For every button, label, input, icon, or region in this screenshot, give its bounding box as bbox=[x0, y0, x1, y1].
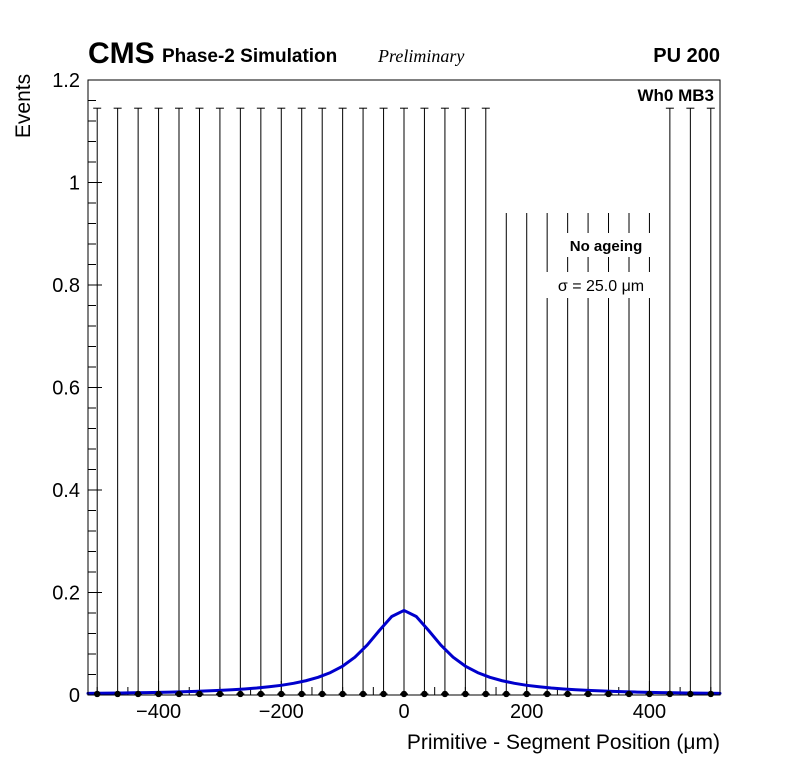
y-tick-label: 0.2 bbox=[52, 583, 80, 605]
data-marker bbox=[503, 690, 510, 698]
annotation-sigma: σ = 25.0 μm bbox=[558, 278, 644, 295]
x-tick-label: −200 bbox=[259, 701, 304, 723]
data-marker bbox=[666, 690, 674, 698]
data-marker bbox=[482, 690, 489, 698]
data-marker bbox=[175, 690, 183, 698]
data-marker bbox=[400, 690, 408, 698]
preliminary-label: Preliminary bbox=[377, 46, 464, 66]
region-label: Wh0 MB3 bbox=[638, 86, 715, 105]
data-marker bbox=[298, 690, 305, 698]
annotation-no-ageing: No ageing bbox=[570, 238, 643, 255]
x-tick-label: −400 bbox=[136, 701, 181, 723]
data-marker bbox=[646, 690, 653, 698]
data-marker bbox=[134, 690, 142, 698]
y-tick-label: 0.4 bbox=[52, 480, 80, 502]
data-marker bbox=[94, 690, 101, 698]
data-marker bbox=[114, 690, 121, 698]
fit-curve-layer bbox=[86, 608, 722, 695]
annotation-bg-1 bbox=[553, 233, 659, 257]
data-marker bbox=[380, 690, 387, 698]
y-axis-title: Events bbox=[12, 74, 35, 138]
y-tick-label: 0.8 bbox=[52, 275, 80, 297]
y-tick-label: 1 bbox=[69, 173, 80, 195]
y-tick-label: 0.6 bbox=[52, 378, 80, 400]
data-marker bbox=[257, 690, 265, 698]
data-marker bbox=[462, 690, 469, 698]
fit-curve-line bbox=[86, 608, 722, 695]
cms-logo-label: CMS bbox=[88, 37, 155, 70]
plot-frame bbox=[87, 79, 721, 696]
data-marker bbox=[155, 690, 162, 698]
data-marker bbox=[421, 690, 428, 698]
data-marker bbox=[707, 690, 714, 698]
tick-labels: −400 −200 0 200 400 0 0.2 0.4 0.6 0.8 1 1.2 bbox=[52, 70, 666, 723]
pileup-label: PU 200 bbox=[653, 45, 720, 67]
data-marker bbox=[543, 690, 551, 698]
x-tick-label: 200 bbox=[510, 701, 543, 723]
x-axis-title: Primitive - Segment Position (μm) bbox=[407, 731, 720, 754]
data-marker bbox=[441, 690, 449, 698]
data-marker bbox=[687, 690, 694, 698]
stats-cover-box bbox=[500, 87, 662, 213]
data-marker bbox=[359, 690, 367, 698]
data-marker bbox=[605, 690, 612, 698]
annotation-bg-2 bbox=[536, 272, 666, 298]
data-marker bbox=[625, 690, 633, 698]
data-marker bbox=[216, 690, 224, 698]
data-marker bbox=[237, 690, 244, 698]
data-marker bbox=[564, 690, 571, 698]
data-marker-layer bbox=[94, 690, 714, 698]
data-marker bbox=[584, 690, 592, 698]
x-tick-label: 0 bbox=[398, 701, 409, 723]
y-tick-label: 1.2 bbox=[52, 70, 80, 92]
data-marker bbox=[339, 690, 346, 698]
data-marker bbox=[319, 690, 326, 698]
y-tick-label: 0 bbox=[69, 685, 80, 707]
data-marker bbox=[196, 690, 203, 698]
data-marker bbox=[523, 690, 530, 698]
data-marker bbox=[278, 690, 285, 698]
x-tick-label: 400 bbox=[633, 701, 666, 723]
simulation-subtitle: Phase-2 Simulation bbox=[162, 46, 337, 67]
